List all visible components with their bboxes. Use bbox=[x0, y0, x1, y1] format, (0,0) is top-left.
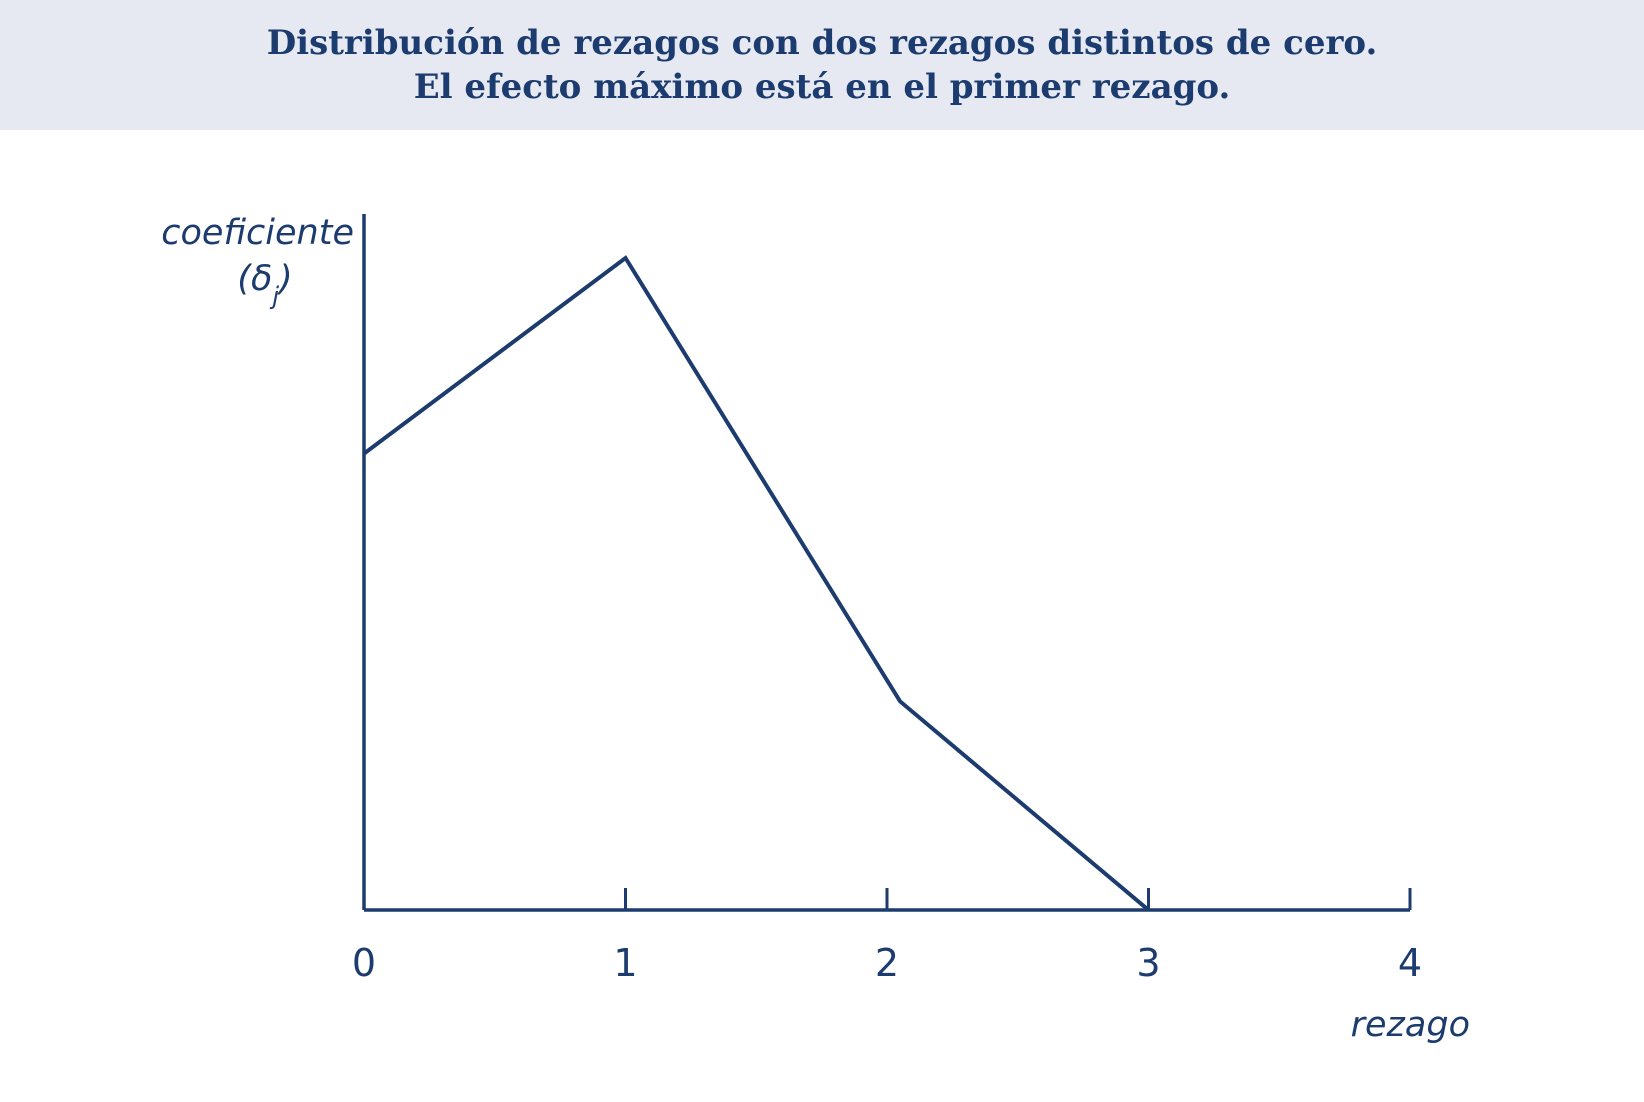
chart-header: Distribución de rezagos con dos rezagos … bbox=[0, 0, 1644, 130]
x-tick-label-0: 0 bbox=[352, 941, 376, 985]
x-tick-label-3: 3 bbox=[1136, 941, 1160, 985]
coefficient-series-points bbox=[363, 257, 1149, 911]
x-axis-label: rezago bbox=[1351, 1005, 1470, 1045]
x-tick-label-4: 4 bbox=[1398, 941, 1422, 985]
chart-title-line-2: El efecto máximo está en el primer rezag… bbox=[413, 67, 1231, 107]
y-axis-symbol: (δj) bbox=[237, 259, 292, 310]
x-axis-tick-labels: 0 1 2 3 4 bbox=[352, 941, 1422, 985]
coefficient-series-line bbox=[362, 255, 1150, 912]
x-axis-ticks bbox=[624, 888, 1412, 910]
y-axis-label: coeficiente bbox=[161, 213, 354, 253]
x-tick-label-1: 1 bbox=[613, 941, 637, 985]
x-tick-label-2: 2 bbox=[875, 941, 899, 985]
chart-title-line-1: Distribución de rezagos con dos rezagos … bbox=[266, 23, 1378, 63]
